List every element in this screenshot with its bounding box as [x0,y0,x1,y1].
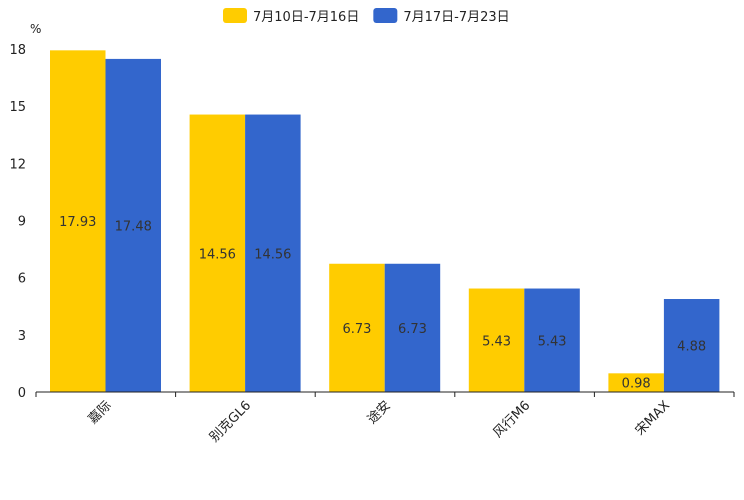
data-label: 17.93 [59,215,96,230]
y-tick-label: 3 [18,329,26,344]
bar [50,50,106,392]
data-label: 6.73 [398,322,427,337]
legend-swatch [223,8,247,23]
legend-label: 7月17日-7月23日 [403,10,509,25]
y-tick-label: 18 [9,43,26,58]
data-label: 14.56 [199,247,236,262]
data-label: 6.73 [342,322,371,337]
data-label: 4.88 [677,340,706,355]
bar [663,299,720,392]
data-label: 0.98 [622,377,651,392]
data-label: 5.43 [482,334,511,349]
bar [524,288,580,392]
bar [384,263,441,392]
x-tick-label: 别克GL6 [207,398,254,445]
bar [189,114,246,392]
bar [329,263,385,392]
data-label: 14.56 [254,247,291,262]
y-tick-label: 0 [18,386,26,401]
x-tick-label: 途安 [364,398,394,428]
y-axis: 0 3 6 9 12 15 18 [9,43,26,401]
data-label: 5.43 [538,334,567,349]
y-axis-label: % [30,22,41,36]
x-axis: 嘉际 别克GL6 途安 风行M6 宋MAX [35,391,735,445]
data-label: 17.48 [115,219,152,234]
x-tick-label: 嘉际 [86,398,115,427]
legend: 7月10日-7月16日 7月17日-7月23日 [223,8,510,25]
bar [105,58,161,393]
bar [245,114,301,392]
legend-label: 7月10日-7月16日 [253,10,359,25]
y-tick-label: 15 [9,100,26,115]
x-tick-label: 宋MAX [633,398,673,438]
legend-item[interactable]: 7月10日-7月16日 [223,8,359,25]
y-tick-label: 12 [9,157,26,172]
y-tick-label: 9 [18,215,26,230]
bar [468,288,525,392]
legend-swatch [373,8,398,23]
x-tick-label: 风行M6 [491,398,534,441]
bar [608,373,664,392]
legend-item[interactable]: 7月17日-7月23日 [373,8,510,25]
y-tick-label: 6 [18,272,26,287]
bars: 17.93 17.48 14.56 14.56 6.73 6.73 5.43 5.43 0.98… [50,50,720,393]
